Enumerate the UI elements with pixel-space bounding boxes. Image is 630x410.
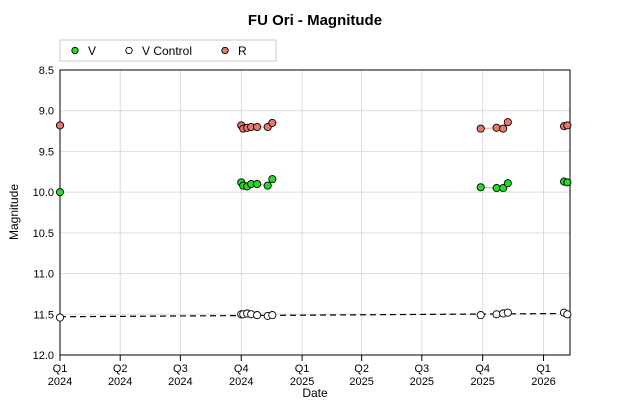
data-point [55,313,65,322]
x-tick-quarter-label: Q3 [173,363,188,375]
data-point [503,118,512,127]
legend: V V Control R [59,39,277,62]
data-point [253,179,262,189]
data-point [268,118,277,127]
x-tick-year-label: 2024 [229,376,253,388]
chart-title: FU Ori - Magnitude [248,12,382,29]
data-point [253,311,262,320]
legend-marker [221,46,229,55]
data-point [253,122,262,132]
x-tick-year-label: 2025 [470,376,494,388]
plot-area-frame [59,69,571,356]
x-tick-year-label: 2025 [290,376,314,388]
data-point [492,310,501,319]
x-tick-quarter-label: Q1 [536,363,551,375]
data-point [563,178,572,187]
data-point [263,181,272,190]
x-tick-year-label: 2024 [108,376,132,388]
data-point [563,121,572,130]
y-axis-label: Magnitude [7,184,21,240]
data-point [563,310,572,319]
data-point [268,175,277,184]
x-tick-quarter-label: Q2 [113,363,128,375]
data-point [499,184,508,193]
data-point [492,184,501,193]
x-tick-quarter-label: Q4 [475,363,490,375]
x-tick-year-label: 2025 [410,376,434,388]
data-point [499,124,508,133]
legend-marker [125,46,133,55]
trend-line [59,312,571,318]
x-tick-quarter-label: Q4 [234,363,249,375]
x-tick-quarter-label: Q2 [354,363,369,375]
x-tick-quarter-label: Q1 [53,363,68,375]
y-tick-label: 9.0 [39,106,54,118]
x-axis-label: Date [302,386,328,400]
y-tick-label: 11.5 [33,309,54,321]
x-tick-year-label: 2025 [349,376,373,388]
x-tick-year-label: 2024 [168,376,192,388]
data-point [55,121,65,130]
series-v [55,175,572,197]
y-tick-label: 10.0 [33,187,54,199]
data-point [503,179,512,188]
data-point [55,188,65,197]
y-tick-label: 10.5 [33,228,54,240]
data-point [476,311,485,320]
data-point [492,123,501,132]
legend-label: V Control [142,44,192,58]
y-tick-label: 12.0 [33,350,54,362]
legend-marker [71,46,79,55]
data-point [476,124,485,133]
axes: 8.59.09.510.010.511.011.512.0Q12024Q2202… [33,65,571,388]
series-layer [55,118,572,322]
y-tick-label: 8.5 [39,65,54,77]
legend-box [59,39,277,62]
x-tick-year-label: 2024 [48,376,72,388]
x-tick-quarter-label: Q3 [414,363,429,375]
data-point [476,183,485,192]
y-tick-label: 9.5 [39,146,54,158]
series-r [55,118,572,133]
data-point [503,308,512,317]
legend-label: V [88,44,96,58]
data-point [268,311,277,320]
series-v-control [55,308,572,322]
x-tick-year-label: 2026 [531,376,555,388]
legend-label: R [238,44,247,58]
y-tick-label: 11.0 [33,269,54,281]
x-tick-quarter-label: Q1 [295,363,310,375]
